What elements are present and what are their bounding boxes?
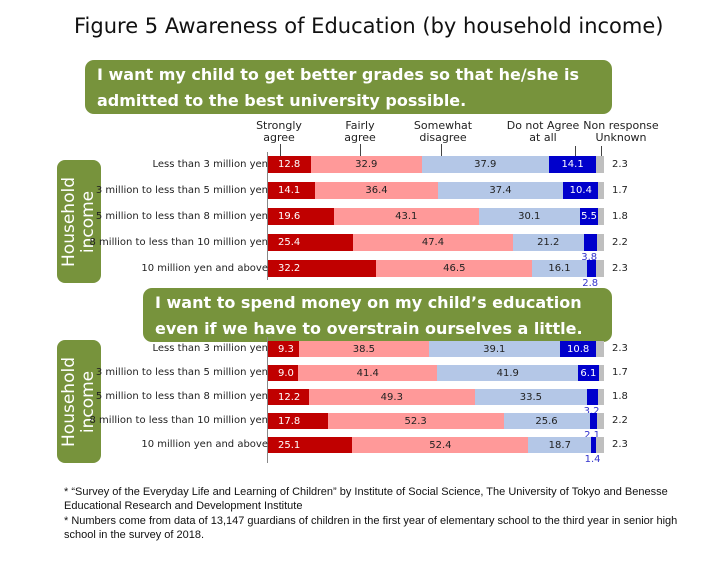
bar-segment-somewhat-disagree: 21.2: [512, 234, 584, 251]
bar-segment-somewhat-disagree: 41.9: [437, 365, 579, 381]
row-label: 8 million to less than 10 million yen: [89, 236, 268, 248]
chart-axis-line: [267, 152, 268, 280]
question-banner-2: I want to spend money on my child’s educ…: [143, 288, 612, 342]
figure-title: Figure 5 Awareness of Education (by hous…: [74, 14, 664, 38]
bar-segment-non-response: [596, 413, 604, 429]
bar-segment-somewhat-disagree: 39.1: [428, 341, 560, 357]
question-banner-1: I want my child to get better grades so …: [85, 60, 612, 114]
col-header-fairly-agree: Fairly agree: [344, 119, 376, 144]
col-header-do-not-agree: Do not Agree at all: [506, 119, 580, 144]
row-label: 10 million yen and above: [141, 262, 268, 274]
leader-line: [441, 144, 442, 156]
bar-segment-do-not-agree: 10.4: [563, 182, 599, 199]
footnote-sample: * Numbers come from data of 13,147 guard…: [64, 515, 678, 541]
bar-segment-fairly-agree: 38.5: [299, 341, 429, 357]
bar-segment-strongly-agree: 9.0: [268, 365, 299, 381]
data-label-do-not-agree: 3.2: [583, 406, 600, 417]
bar-segment-somewhat-disagree: 37.4: [437, 182, 564, 199]
bar-segment-strongly-agree: 12.2: [268, 389, 309, 405]
row-label: 3 million to less than 5 million yen: [95, 184, 268, 196]
bar-segment-fairly-agree: 36.4: [315, 182, 438, 199]
bar-segment-somewhat-disagree: 37.9: [421, 156, 549, 173]
bar-segment-non-response: [595, 260, 604, 277]
bar-segment-non-response: [596, 341, 604, 357]
data-label-non-response: 1.7: [612, 184, 628, 196]
data-label-non-response: 2.2: [612, 236, 628, 248]
bar-segment-do-not-agree: [591, 437, 596, 453]
banner-1-line-2: admitted to the best university possible…: [97, 91, 467, 110]
bar-segment-non-response: [598, 365, 605, 381]
row-label: 3 million to less than 5 million yen: [95, 367, 268, 378]
bar-segment-strongly-agree: 9.3: [268, 341, 300, 357]
bar-segment-strongly-agree: 14.1: [268, 182, 316, 199]
bar-segment-fairly-agree: 46.5: [376, 260, 533, 277]
bar-segment-non-response: [598, 208, 605, 225]
bar-segment-non-response: [597, 389, 604, 405]
bar-segment-somewhat-disagree: 33.5: [474, 389, 588, 405]
data-label-do-not-agree: 1.4: [584, 454, 601, 465]
bar-segment-fairly-agree: 52.3: [327, 413, 504, 429]
bar-segment-non-response: [595, 437, 604, 453]
footnote-source: * “Survey of the Everyday Life and Learn…: [64, 486, 668, 512]
bar-segment-do-not-agree: [589, 413, 597, 429]
leader-line: [575, 146, 576, 156]
bar-segment-do-not-agree: 5.5: [579, 208, 599, 225]
data-label-non-response: 2.3: [612, 343, 628, 354]
household-income-label-2: Household income: [57, 340, 101, 463]
row-label: 10 million yen and above: [141, 439, 268, 450]
bar-segment-fairly-agree: 41.4: [298, 365, 438, 381]
row-label: Less than 3 million yen: [152, 343, 269, 354]
data-label-non-response: 2.3: [612, 262, 628, 274]
bar-segment-do-not-agree: 6.1: [578, 365, 599, 381]
banner-2-line-2: even if we have to overstrain ourselves …: [155, 319, 583, 338]
col-header-strongly-agree: Strongly agree: [256, 119, 302, 144]
bar-segment-fairly-agree: 32.9: [311, 156, 422, 173]
bar-segment-do-not-agree: [586, 260, 596, 277]
banner-1-line-1: I want my child to get better grades so …: [97, 65, 580, 84]
data-label-non-response: 2.3: [612, 158, 628, 170]
data-label-do-not-agree: 2.1: [584, 430, 600, 441]
bar-segment-fairly-agree: 43.1: [333, 208, 479, 225]
row-label: 5 million to less than 8 million yen: [95, 391, 268, 402]
col-header-non-response: Non response Unknown: [583, 119, 659, 144]
bar-segment-strongly-agree: 12.8: [268, 156, 311, 173]
bar-segment-somewhat-disagree: 30.1: [478, 208, 580, 225]
data-label-non-response: 2.2: [612, 415, 628, 426]
bar-segment-do-not-agree: [587, 389, 598, 405]
data-label-non-response: 2.3: [612, 439, 628, 450]
data-label-non-response: 1.8: [612, 391, 628, 402]
banner-2-line-1: I want to spend money on my child’s educ…: [155, 293, 582, 312]
bar-segment-do-not-agree: 10.8: [559, 341, 597, 357]
leader-line: [601, 146, 602, 156]
bar-segment-fairly-agree: 52.4: [352, 437, 529, 453]
bar-segment-somewhat-disagree: 16.1: [532, 260, 587, 277]
bar-segment-do-not-agree: [583, 234, 597, 251]
bar-segment-non-response: [596, 234, 604, 251]
row-label: Less than 3 million yen: [152, 158, 269, 170]
bar-segment-fairly-agree: 49.3: [308, 389, 475, 405]
bar-segment-strongly-agree: 25.4: [268, 234, 354, 251]
bar-segment-do-not-agree: 14.1: [548, 156, 597, 173]
data-label-do-not-agree: 2.8: [582, 278, 599, 289]
bar-segment-fairly-agree: 47.4: [353, 234, 513, 251]
col-header-somewhat-disagree: Somewhat disagree: [413, 119, 473, 144]
bar-segment-somewhat-disagree: 25.6: [503, 413, 590, 429]
bar-segment-strongly-agree: 32.2: [268, 260, 377, 277]
row-label: 5 million to less than 8 million yen: [95, 210, 268, 222]
bar-segment-strongly-agree: 19.6: [268, 208, 334, 225]
leader-line: [280, 144, 281, 156]
bar-segment-strongly-agree: 25.1: [268, 437, 353, 453]
bar-segment-non-response: [596, 156, 604, 173]
leader-line: [360, 144, 361, 156]
row-label: 8 million to less than 10 million yen: [89, 415, 268, 426]
data-label-non-response: 1.8: [612, 210, 628, 222]
bar-segment-non-response: [598, 182, 604, 199]
chart-axis-line: [267, 337, 268, 463]
bar-segment-somewhat-disagree: 18.7: [528, 437, 592, 453]
household-income-label-1: Household income: [57, 160, 101, 283]
data-label-non-response: 1.7: [612, 367, 628, 378]
data-label-do-not-agree: 3.8: [581, 252, 598, 263]
bar-segment-strongly-agree: 17.8: [268, 413, 328, 429]
